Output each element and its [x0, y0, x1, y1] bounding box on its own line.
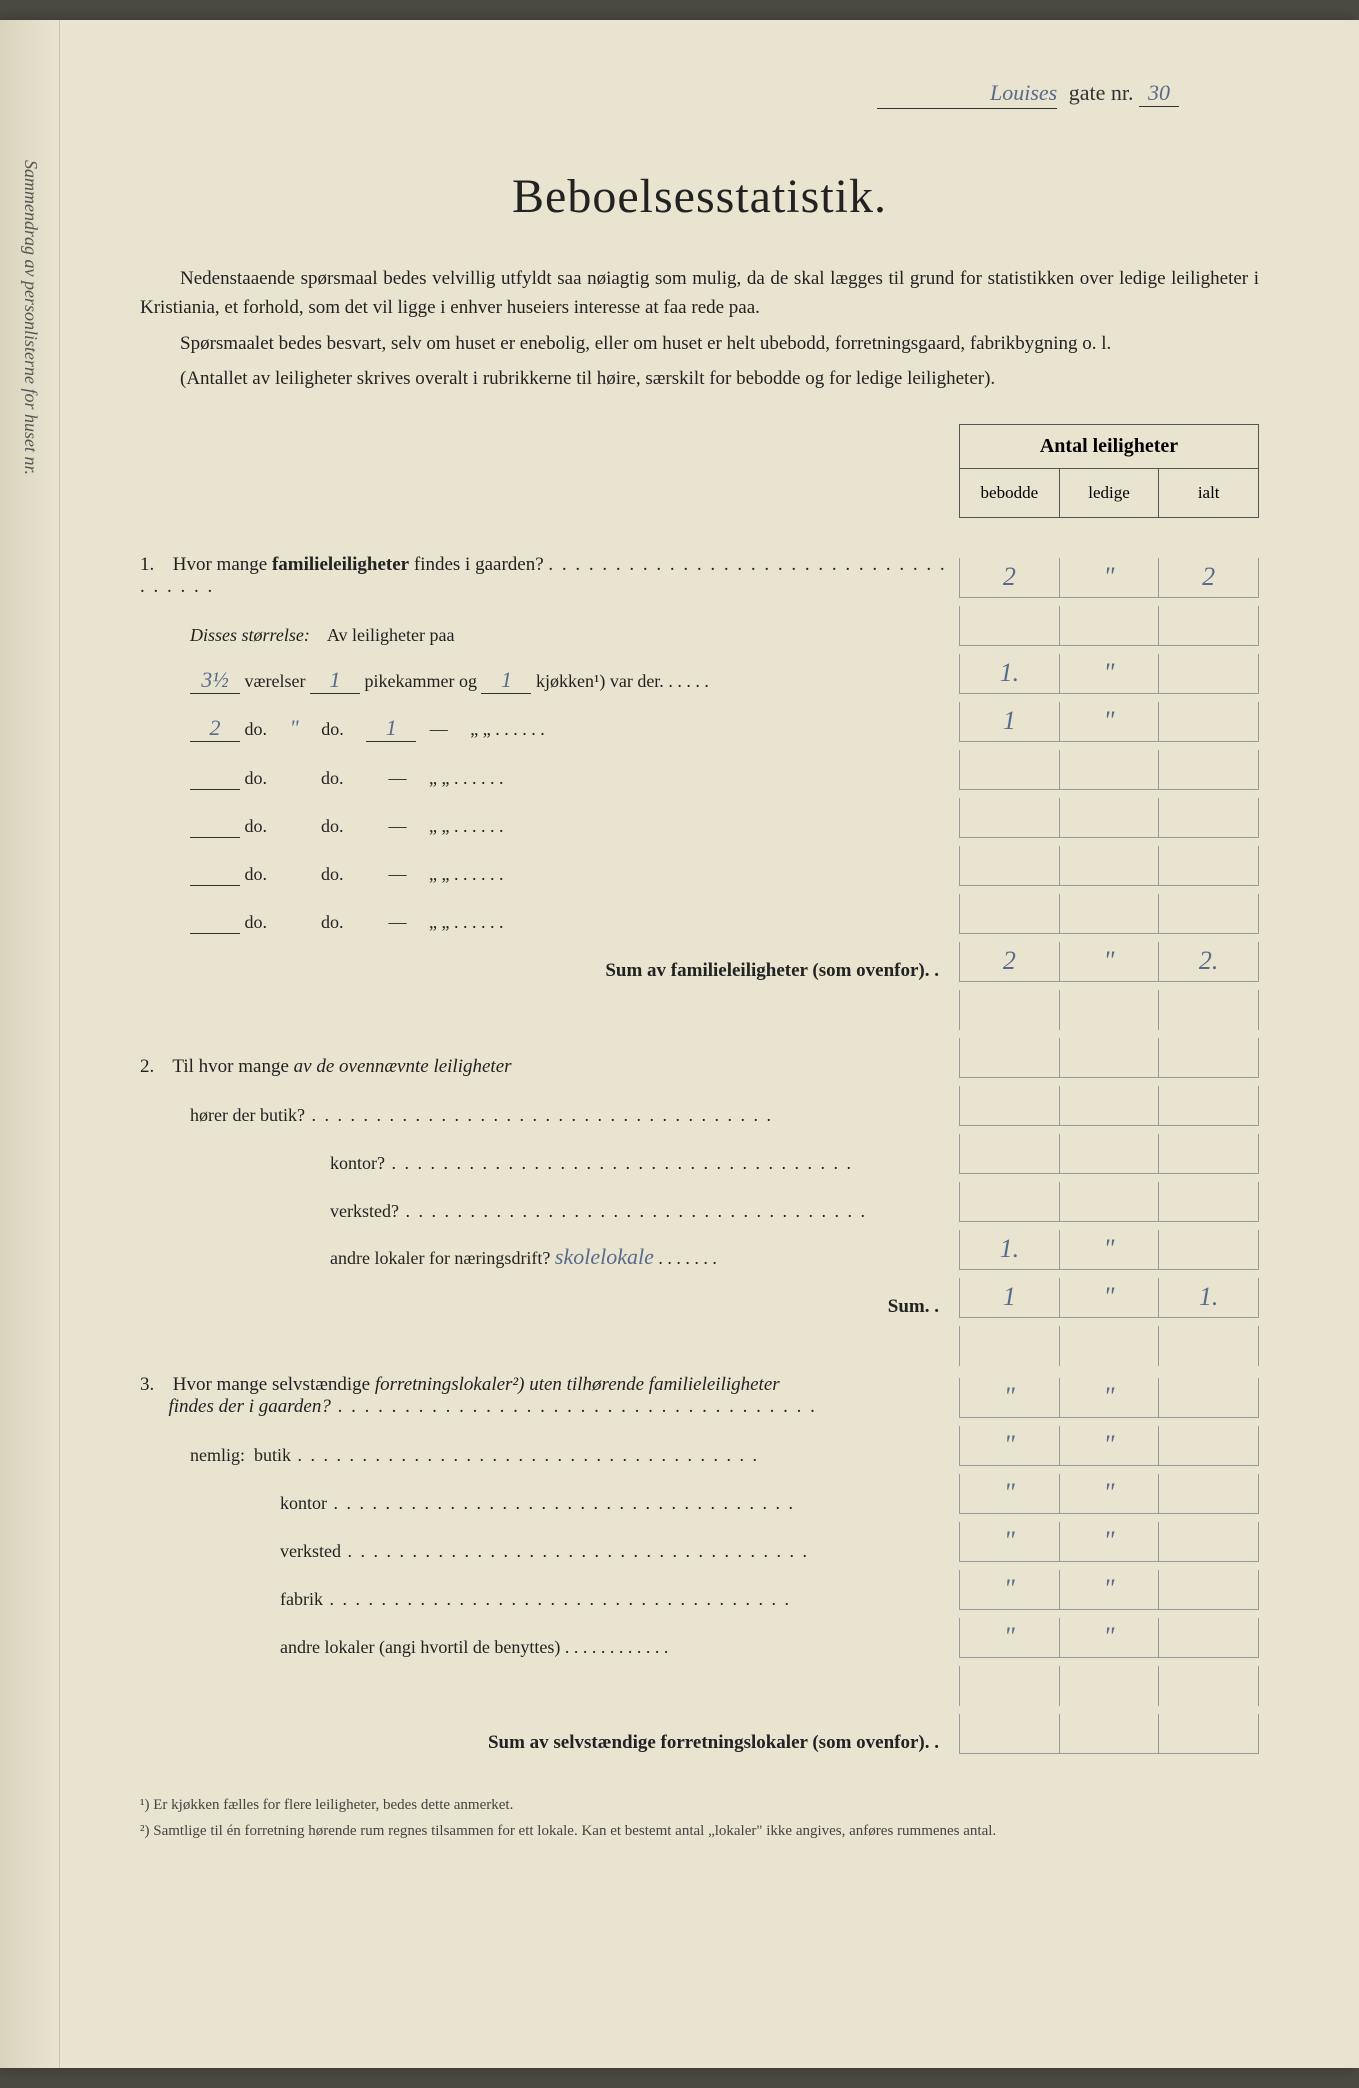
col-ledige: ledige — [1060, 469, 1160, 517]
footnote-2: ²) Samtlige til én forretning hørende ru… — [140, 1820, 1259, 1843]
footnote-1: ¹) Er kjøkken fælles for flere leilighet… — [140, 1794, 1259, 1817]
footnotes: ¹) Er kjøkken fælles for flere leilighet… — [140, 1794, 1259, 1843]
questions: 1. Hvor mange familieleiligheter findes … — [140, 424, 1259, 1754]
q1-size-row-1: 2 do. " do. 1 — „ „ . . . . . . 1 " — [140, 702, 1259, 742]
q3-row-0: nemlig: butik " " — [140, 1426, 1259, 1466]
q1-size-row-2: do. do. — „ „ . . . . . . — [140, 750, 1259, 790]
q2-row-1: kontor? — [140, 1134, 1259, 1174]
q1-vals: 2 " 2 — [959, 558, 1259, 598]
intro-p2: Spørsmaalet bedes besvart, selv om huset… — [140, 329, 1259, 358]
street-name: Louises — [877, 80, 1057, 109]
gate-label: gate nr. — [1069, 80, 1134, 105]
q3-row-3: fabrik " " — [140, 1570, 1259, 1610]
q1-size-row-0: 3½ værelser 1 pikekammer og 1 kjøkken¹) … — [140, 654, 1259, 694]
q2-row-0: hører der butik? — [140, 1086, 1259, 1126]
q3-row-1: kontor " " — [140, 1474, 1259, 1514]
q1-size-row-5: do. do. — „ „ . . . . . . — [140, 894, 1259, 934]
gate-number: 30 — [1139, 80, 1179, 107]
q1-size-row-3: do. do. — „ „ . . . . . . — [140, 798, 1259, 838]
col-header-row: bebodde ledige ialt — [960, 469, 1258, 517]
q3-row-2: verksted " " — [140, 1522, 1259, 1562]
column-header: Antal leiligheter bebodde ledige ialt — [959, 424, 1259, 518]
q1-row: 1. Hvor mange familieleiligheter findes … — [140, 554, 1259, 598]
intro-p1: Nedenstaaende spørsmaal bedes velvillig … — [140, 264, 1259, 323]
intro-p3: (Antallet av leiligheter skrives overalt… — [140, 364, 1259, 393]
page-title: Beboelsesstatistik. — [140, 169, 1259, 224]
intro-text: Nedenstaaende spørsmaal bedes velvillig … — [140, 264, 1259, 394]
q2-row-2: verksted? — [140, 1182, 1259, 1222]
gate-line: Louises gate nr. 30 — [140, 80, 1179, 109]
q2-row-3: andre lokaler for næringsdrift? skolelok… — [140, 1230, 1259, 1270]
spacer — [140, 1326, 1259, 1366]
spacer — [140, 990, 1259, 1030]
spacer — [140, 1666, 1259, 1706]
q1-sum: Sum av familieleiligheter (som ovenfor).… — [140, 942, 1259, 982]
col-ialt: ialt — [1159, 469, 1258, 517]
q3-sum: Sum av selvstændige forretningslokaler (… — [140, 1714, 1259, 1754]
col-header-title: Antal leiligheter — [960, 425, 1258, 469]
q2-sum: Sum. . 1 " 1. — [140, 1278, 1259, 1318]
q1-disses: Disses størrelse: Av leiligheter paa — [140, 606, 1259, 646]
q1-label: 1. Hvor mange familieleiligheter findes … — [140, 554, 959, 598]
document-page: Sammendrag av personlisterne for huset n… — [0, 20, 1359, 2068]
table-area: Antal leiligheter bebodde ledige ialt 1.… — [140, 424, 1259, 1754]
q3-head: 3. Hvor mange selvstændige forretningslo… — [140, 1374, 1259, 1418]
left-margin-text: Sammendrag av personlisterne for huset n… — [20, 160, 41, 475]
q2-head: 2. Til hvor mange av de ovennævnte leili… — [140, 1038, 1259, 1078]
col-bebodde: bebodde — [960, 469, 1060, 517]
q3-row-4: andre lokaler (angi hvortil de benyttes)… — [140, 1618, 1259, 1658]
q1-size-row-4: do. do. — „ „ . . . . . . — [140, 846, 1259, 886]
